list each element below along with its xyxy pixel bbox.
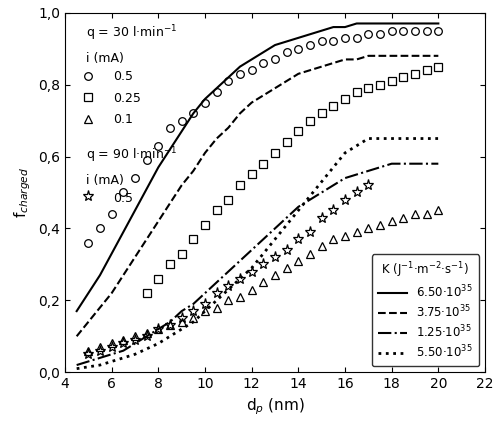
Text: q = 30 l·min$^{-1}$: q = 30 l·min$^{-1}$	[86, 23, 178, 43]
Text: 0.5: 0.5	[114, 192, 134, 206]
Text: 0.1: 0.1	[114, 113, 133, 126]
Text: 0.25: 0.25	[114, 92, 141, 105]
Text: i (mA): i (mA)	[86, 174, 124, 187]
Y-axis label: f$_{charged}$: f$_{charged}$	[12, 167, 32, 218]
Text: q = 90 l·min$^{-1}$: q = 90 l·min$^{-1}$	[86, 146, 178, 165]
Text: i (mA): i (mA)	[86, 52, 124, 65]
Legend: 6.50·10$^{35}$, 3.75·10$^{35}$, 1.25·10$^{35}$, 5.50·10$^{35}$: 6.50·10$^{35}$, 3.75·10$^{35}$, 1.25·10$…	[372, 254, 479, 366]
X-axis label: d$_p$ (nm): d$_p$ (nm)	[246, 397, 304, 417]
Text: 0.5: 0.5	[114, 70, 134, 83]
